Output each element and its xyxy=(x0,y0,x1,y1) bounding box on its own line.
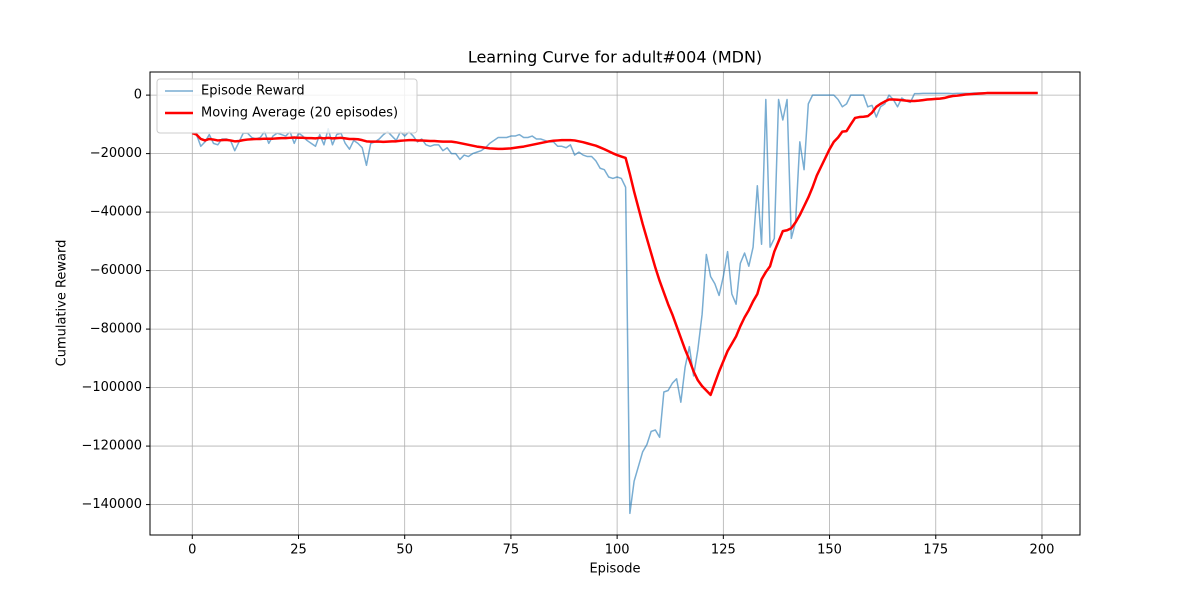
y-tick-label: −120000 xyxy=(81,439,142,454)
x-tick-label: 0 xyxy=(188,543,196,558)
x-tick-label: 100 xyxy=(605,543,630,558)
y-tick-label: −80000 xyxy=(90,322,142,337)
y-tick-label: −20000 xyxy=(90,146,142,161)
plot-area xyxy=(191,91,1038,515)
x-axis-label: Episode xyxy=(589,562,640,577)
y-tick-label: −140000 xyxy=(81,497,142,512)
x-tick-label: 200 xyxy=(1030,543,1055,558)
series-line xyxy=(192,92,1038,515)
y-axis-label: Cumulative Reward xyxy=(55,240,70,367)
series-line xyxy=(191,91,1038,397)
x-tick-label: 150 xyxy=(817,543,842,558)
axes-frame xyxy=(149,71,1081,536)
y-tick-label: −100000 xyxy=(81,380,142,395)
x-tick-label: 175 xyxy=(923,543,948,558)
x-tick-label: 125 xyxy=(711,543,736,558)
y-tick-label: −60000 xyxy=(90,263,142,278)
y-tick-label: −40000 xyxy=(90,205,142,220)
grid: 0 25 50 75 100 125 150 175 200 −140000 −120000 −100… xyxy=(81,72,1080,558)
chart-title: Learning Curve for adult#004 (MDN) xyxy=(468,48,762,67)
legend-box xyxy=(156,78,418,134)
legend: Episode Reward Moving Average (20 episode… xyxy=(156,78,418,134)
legend-label: Moving Average (20 episodes) xyxy=(201,106,398,121)
x-tick-label: 25 xyxy=(290,543,307,558)
legend-label: Episode Reward xyxy=(201,84,305,99)
x-tick-label: 75 xyxy=(503,543,520,558)
y-tick-label: 0 xyxy=(134,88,142,103)
x-tick-label: 50 xyxy=(396,543,413,558)
